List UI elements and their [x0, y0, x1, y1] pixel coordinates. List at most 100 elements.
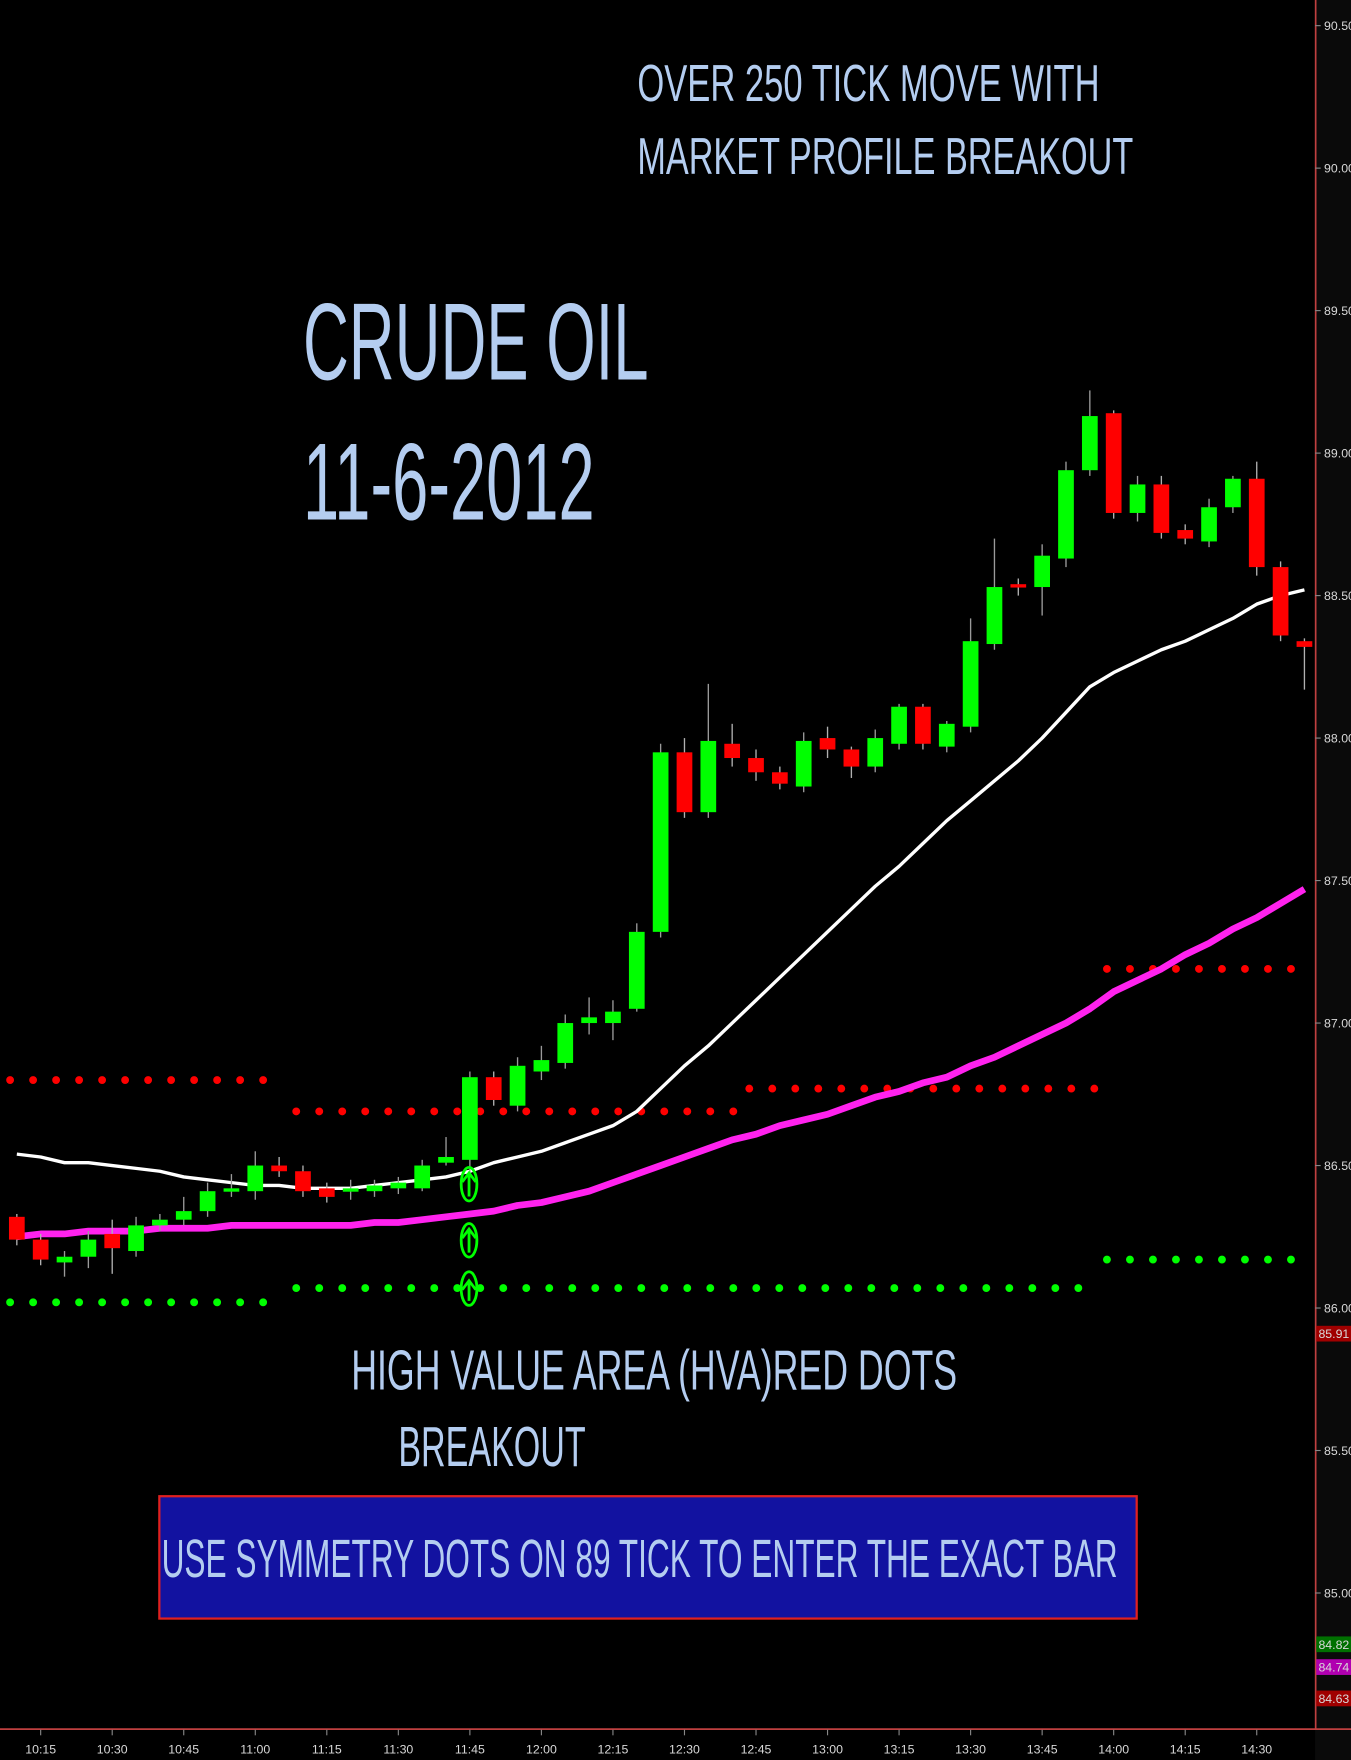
x-tick-label: 14:15	[1170, 1742, 1201, 1756]
candle-body	[8, 1216, 25, 1240]
banner-box	[158, 1495, 1138, 1620]
arrow	[461, 1278, 477, 1301]
x-tick-label: 13:15	[884, 1742, 915, 1756]
candle-body	[366, 1185, 383, 1192]
breakout-arrows	[459, 1165, 479, 1307]
candle-body	[1153, 484, 1170, 533]
candle-body	[1129, 484, 1146, 513]
arrow	[461, 1226, 477, 1253]
candle-body	[962, 641, 979, 727]
candle-body	[438, 1156, 454, 1163]
candle-body	[199, 1191, 216, 1212]
price-marker	[1316, 1636, 1351, 1653]
y-tick-label: 85.50	[1324, 1444, 1351, 1458]
price-marker	[1316, 1325, 1351, 1342]
arrow	[461, 1170, 477, 1197]
candle-body	[676, 752, 693, 813]
y-tick-label: 89.50	[1324, 304, 1351, 318]
x-tick-label: 11:15	[312, 1742, 342, 1756]
x-tick-label: 14:00	[1098, 1742, 1129, 1756]
x-tick-label: 12:15	[598, 1742, 629, 1756]
arrow-ring	[459, 1165, 479, 1203]
y-tick-label: 88.00	[1324, 732, 1351, 746]
candle-body	[581, 1017, 597, 1024]
chart-title: CRUDE OIL	[303, 280, 649, 403]
candle-body	[152, 1219, 168, 1226]
candle-body	[605, 1011, 621, 1024]
candle-body	[628, 931, 645, 1009]
candle-body	[32, 1239, 49, 1260]
x-tick-label: 11:30	[383, 1742, 413, 1756]
candle-body	[986, 587, 1003, 645]
candle-body	[938, 723, 955, 747]
candle-body	[652, 752, 669, 932]
note: HIGH VALUE AREA (HVA)RED DOTS	[351, 1339, 957, 1402]
x-tick-label: 13:45	[1027, 1742, 1058, 1756]
x-tick-label: 11:00	[240, 1742, 270, 1756]
candle-body	[724, 743, 741, 759]
y-tick-label: 87.00	[1324, 1017, 1351, 1031]
candle-body	[1034, 555, 1050, 588]
x-tick-label: 13:30	[955, 1742, 986, 1756]
price-marker	[1316, 1690, 1351, 1707]
candle-body	[295, 1171, 311, 1192]
headline: MARKET PROFILE BREAKOUT	[637, 127, 1133, 185]
candle-body	[700, 740, 717, 813]
candle-body	[414, 1165, 431, 1189]
candle-body	[390, 1182, 407, 1189]
price-marker-label: 84.82	[1318, 1638, 1349, 1652]
x-tick-label: 13:00	[812, 1742, 843, 1756]
y-tick-label: 85.00	[1324, 1586, 1351, 1600]
candle-body	[557, 1023, 574, 1063]
price-marker-label: 85.91	[1318, 1327, 1349, 1341]
y-tick-label: 86.50	[1324, 1159, 1351, 1173]
candle-body	[247, 1165, 264, 1192]
x-tick-label: 14:30	[1241, 1742, 1272, 1756]
candle-body	[342, 1188, 359, 1192]
candle-body	[748, 758, 764, 773]
x-tick-label: 10:45	[168, 1742, 199, 1756]
candle-body	[271, 1165, 287, 1172]
candle-body	[1248, 478, 1265, 568]
candle-body	[56, 1256, 73, 1263]
price-marker-label: 84.74	[1318, 1661, 1349, 1675]
arrow-ring	[459, 1222, 479, 1259]
x-tick-label: 10:15	[25, 1742, 56, 1756]
y-tick-label: 89.00	[1324, 447, 1351, 461]
candle-body	[175, 1211, 192, 1220]
candle-body	[819, 738, 836, 750]
candle-body	[128, 1225, 144, 1252]
candle-body	[1177, 530, 1194, 539]
candle-body	[1225, 478, 1241, 508]
x-tick-label: 12:30	[669, 1742, 700, 1756]
candle-body	[1058, 470, 1074, 559]
moving-average	[16, 886, 1307, 1241]
candle-body	[318, 1188, 335, 1197]
chart-date: 11-6-2012	[303, 421, 595, 544]
y-tick-label: 90.50	[1324, 19, 1351, 33]
candle-body	[223, 1188, 240, 1192]
candle-body	[509, 1065, 526, 1106]
y-tick-label: 87.50	[1324, 874, 1351, 888]
x-tick-label: 10:30	[97, 1742, 128, 1756]
candle-body	[533, 1060, 550, 1072]
candle-body	[1201, 507, 1217, 542]
plot-area	[6, 390, 1316, 1307]
x-tick-label: 12:00	[526, 1742, 557, 1756]
candle-body	[795, 740, 812, 787]
x-tick-label: 12:45	[741, 1742, 772, 1756]
banner: USE SYMMETRY DOTS ON 89 TICK TO ENTER TH…	[162, 1529, 1118, 1589]
x-tick-label: 11:45	[455, 1742, 485, 1756]
candle-body	[485, 1077, 502, 1100]
headline: OVER 250 TICK MOVE WITH	[637, 54, 1099, 112]
candle-body	[843, 749, 860, 767]
candle-body	[867, 738, 884, 767]
arrow-ring	[459, 1270, 479, 1307]
candle-body	[1105, 413, 1122, 513]
candle-body	[772, 772, 788, 784]
candle-body	[1081, 416, 1098, 471]
y-tick-label: 88.50	[1324, 589, 1351, 603]
candle-body	[915, 706, 931, 744]
candle-body	[462, 1077, 478, 1160]
